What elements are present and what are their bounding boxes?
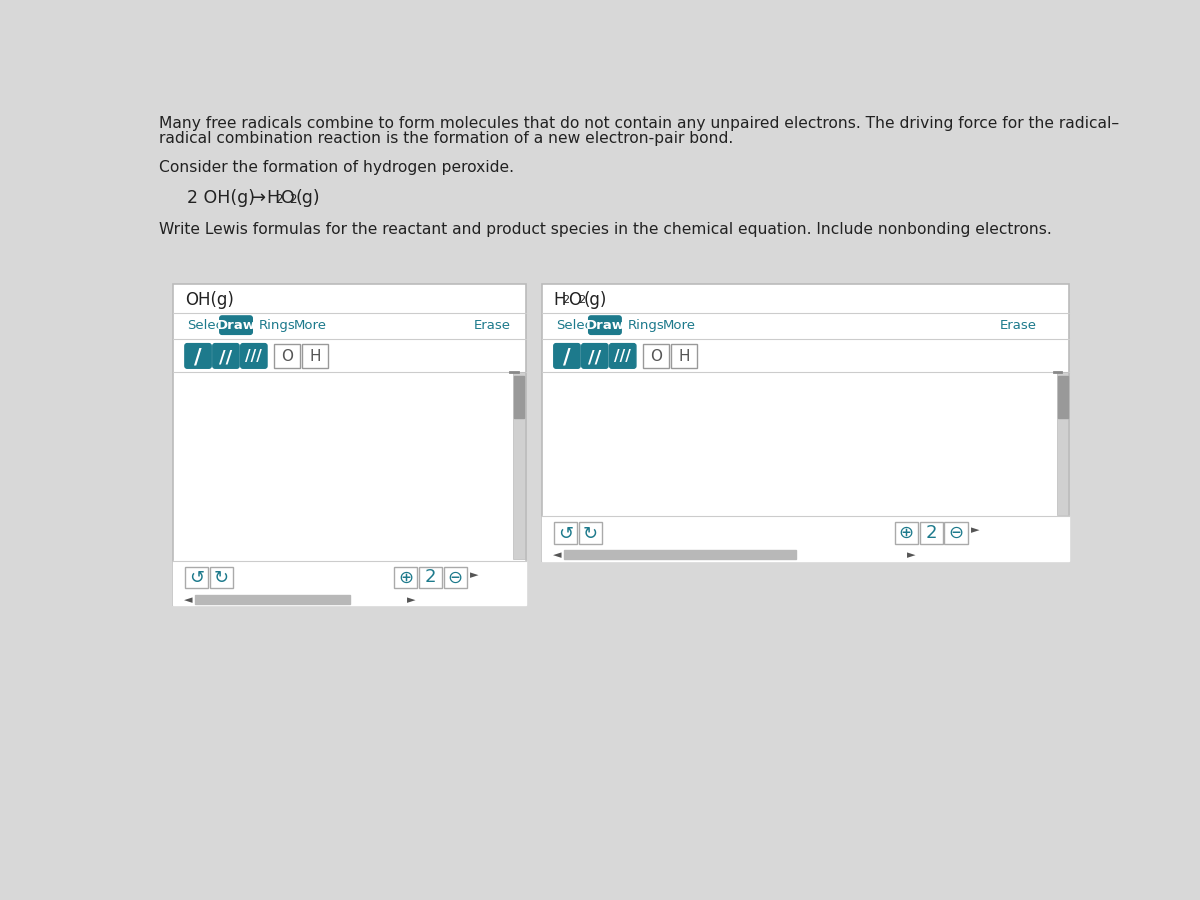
Bar <box>1057 376 1068 418</box>
Text: ///: /// <box>614 349 631 364</box>
Bar <box>578 522 602 544</box>
FancyBboxPatch shape <box>185 344 211 368</box>
FancyBboxPatch shape <box>589 316 622 335</box>
FancyBboxPatch shape <box>610 344 636 368</box>
Text: (g): (g) <box>295 189 320 207</box>
Text: Many free radicals combine to form molecules that do not contain any unpaired el: Many free radicals combine to form molec… <box>160 116 1120 130</box>
Text: Consider the formation of hydrogen peroxide.: Consider the formation of hydrogen perox… <box>160 160 515 176</box>
Text: ↻: ↻ <box>583 525 598 543</box>
Text: ⊕: ⊕ <box>398 569 413 587</box>
Text: ◄: ◄ <box>553 550 562 560</box>
Text: //: // <box>220 348 233 366</box>
Bar <box>194 595 350 604</box>
Bar <box>419 567 442 589</box>
Bar <box>944 522 967 544</box>
Text: Rings: Rings <box>628 319 664 332</box>
Text: ↺: ↺ <box>558 525 572 543</box>
Text: H: H <box>310 349 320 364</box>
Text: 2: 2 <box>563 295 570 305</box>
Text: ►: ► <box>470 570 479 580</box>
Bar <box>919 522 943 544</box>
Text: Erase: Erase <box>474 319 511 332</box>
Text: More: More <box>293 319 326 332</box>
Bar <box>1057 372 1068 515</box>
Text: H: H <box>553 292 566 310</box>
Bar <box>185 567 208 589</box>
Text: Erase: Erase <box>1000 319 1037 332</box>
Text: ↺: ↺ <box>188 569 204 587</box>
FancyBboxPatch shape <box>582 344 608 368</box>
Text: 2: 2 <box>925 524 937 542</box>
Bar <box>553 522 577 544</box>
Text: 2: 2 <box>289 193 298 206</box>
Bar <box>564 550 797 559</box>
Text: H: H <box>678 349 690 364</box>
Bar <box>542 516 1069 561</box>
Text: 2: 2 <box>425 569 437 587</box>
Text: 2: 2 <box>275 193 282 206</box>
Text: O: O <box>569 292 582 310</box>
Text: Rings: Rings <box>258 319 295 332</box>
Text: radical combination reaction is the formation of a new electron-pair bond.: radical combination reaction is the form… <box>160 131 733 146</box>
Bar <box>274 344 300 368</box>
Text: ///: /// <box>246 349 263 364</box>
Bar <box>643 344 670 368</box>
Text: 2: 2 <box>578 295 584 305</box>
Text: O: O <box>281 349 293 364</box>
Bar <box>173 284 526 606</box>
Text: ►: ► <box>407 595 415 605</box>
Text: Draw: Draw <box>216 319 256 332</box>
Text: //: // <box>588 348 601 366</box>
Bar <box>444 567 467 589</box>
Text: Write Lewis formulas for the reactant and product species in the chemical equati: Write Lewis formulas for the reactant an… <box>160 222 1052 237</box>
Bar <box>895 522 918 544</box>
FancyBboxPatch shape <box>220 316 252 335</box>
Text: Draw: Draw <box>586 319 624 332</box>
FancyBboxPatch shape <box>212 344 239 368</box>
Text: ⊖: ⊖ <box>448 569 463 587</box>
Text: ►: ► <box>907 550 916 560</box>
FancyBboxPatch shape <box>553 344 580 368</box>
Text: H: H <box>266 189 280 207</box>
Text: ⊖: ⊖ <box>948 524 964 542</box>
Text: ⊕: ⊕ <box>899 524 914 542</box>
Text: (g): (g) <box>584 292 607 310</box>
Bar <box>542 284 1069 561</box>
Text: 2 OH(g): 2 OH(g) <box>187 189 256 207</box>
FancyBboxPatch shape <box>241 344 268 368</box>
Text: ►: ► <box>971 526 979 536</box>
Bar <box>394 567 418 589</box>
Text: Select: Select <box>187 319 228 332</box>
Text: /: / <box>563 347 571 367</box>
Bar <box>173 561 526 606</box>
Text: OH(g): OH(g) <box>185 292 234 310</box>
Bar <box>671 344 697 368</box>
Text: More: More <box>662 319 695 332</box>
Text: ◄: ◄ <box>184 595 192 605</box>
Text: O: O <box>650 349 662 364</box>
Bar <box>515 376 524 418</box>
Text: →: → <box>251 189 266 207</box>
Bar <box>210 567 233 589</box>
Text: ↻: ↻ <box>214 569 229 587</box>
Bar <box>514 372 526 559</box>
Text: /: / <box>194 347 202 367</box>
Bar <box>302 344 329 368</box>
Text: O: O <box>281 189 295 207</box>
Text: Select: Select <box>556 319 598 332</box>
